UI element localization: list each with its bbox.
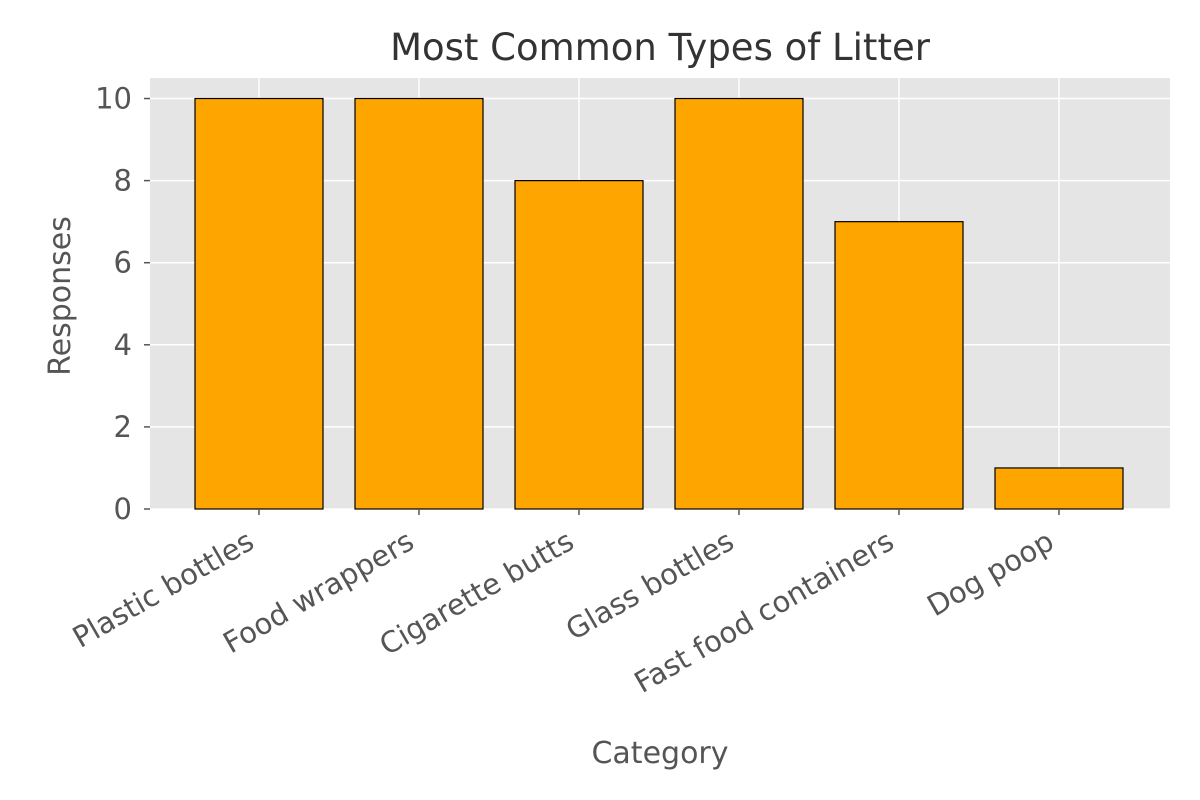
x-tick-label: Fast food containers xyxy=(628,524,899,700)
y-tick-label: 4 xyxy=(114,328,132,362)
y-tick-label: 0 xyxy=(114,492,132,526)
y-tick-label: 6 xyxy=(114,246,132,280)
y-tick-label: 10 xyxy=(95,82,132,116)
bar-dog-poop xyxy=(994,467,1124,510)
bar-glass-bottles xyxy=(674,97,804,510)
y-axis-ticks: 0 2 4 6 8 10 xyxy=(95,82,150,526)
y-tick-label: 2 xyxy=(114,410,132,444)
bar-food-wrappers xyxy=(354,97,484,510)
bar-plastic-bottles xyxy=(194,97,324,510)
x-axis-label: Category xyxy=(591,736,728,771)
bar-fast-food-containers xyxy=(834,221,964,510)
y-axis-label: Responses xyxy=(43,216,78,376)
chart-title: Most Common Types of Litter xyxy=(390,26,931,69)
x-tick-label: Dog poop xyxy=(921,524,1059,623)
y-tick-label: 8 xyxy=(114,164,132,198)
bars xyxy=(194,97,1124,510)
bar-cigarette-butts xyxy=(514,180,644,510)
